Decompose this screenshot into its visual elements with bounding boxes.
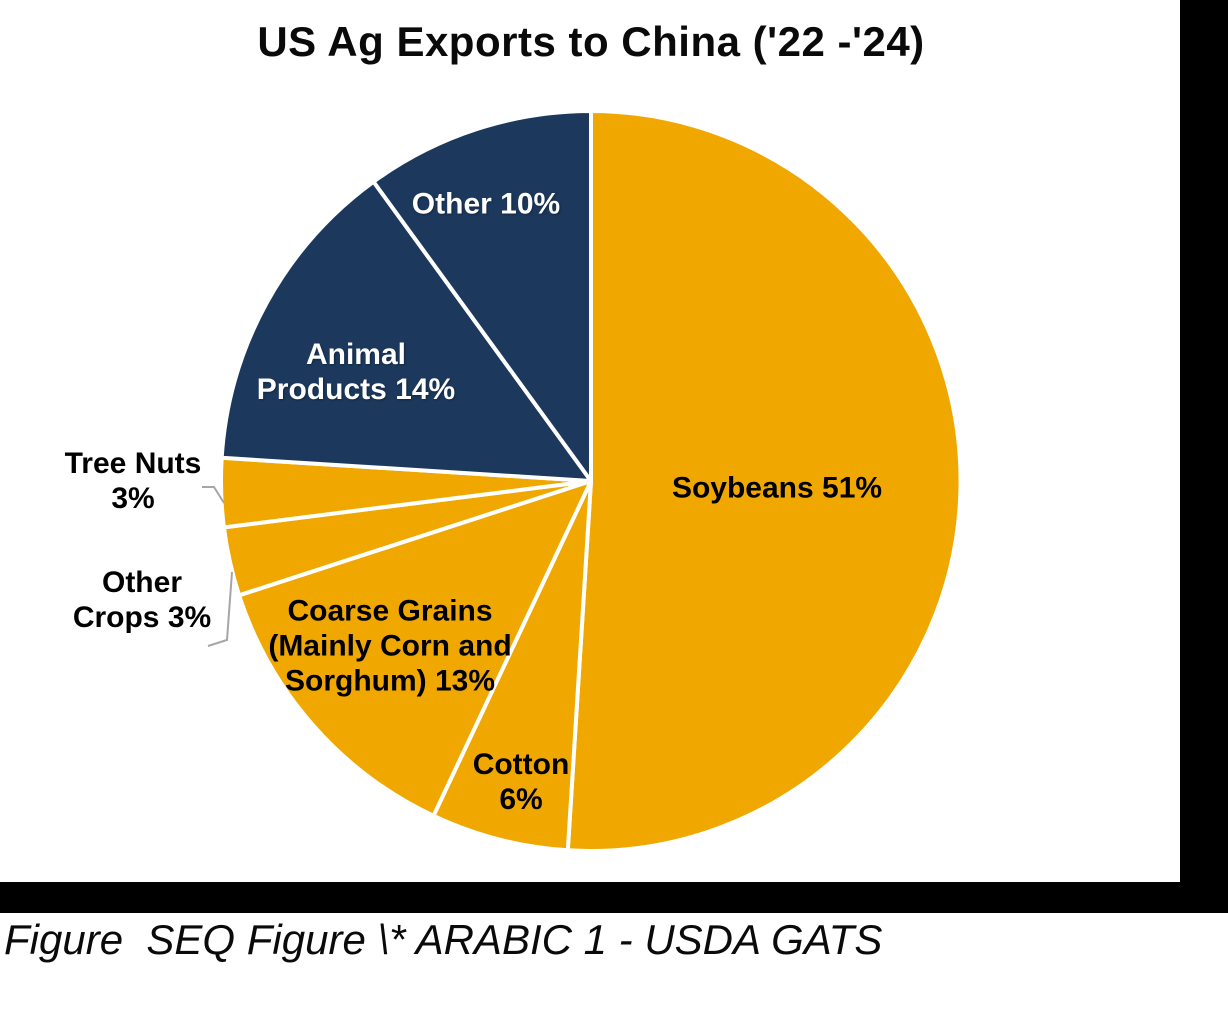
figure-caption: Figure SEQ Figure \* ARABIC 1 - USDA GAT… bbox=[4, 916, 883, 963]
pie-slice-soybeans bbox=[565, 109, 963, 853]
leader-line-tree-nuts bbox=[202, 486, 225, 504]
pie-slice-other bbox=[371, 109, 593, 483]
leader-line-other-crops bbox=[207, 571, 233, 647]
pie-slice-cotton bbox=[431, 479, 593, 853]
pie-slice-coarse-grains-mainly-corn-and-sorghum bbox=[237, 479, 593, 818]
chart-title: US Ag Exports to China ('22 -'24) bbox=[257, 18, 925, 65]
figure-border-bottom bbox=[0, 882, 1228, 913]
pie-slice-animal-products bbox=[219, 179, 593, 483]
figure-border-right bbox=[1180, 0, 1228, 913]
